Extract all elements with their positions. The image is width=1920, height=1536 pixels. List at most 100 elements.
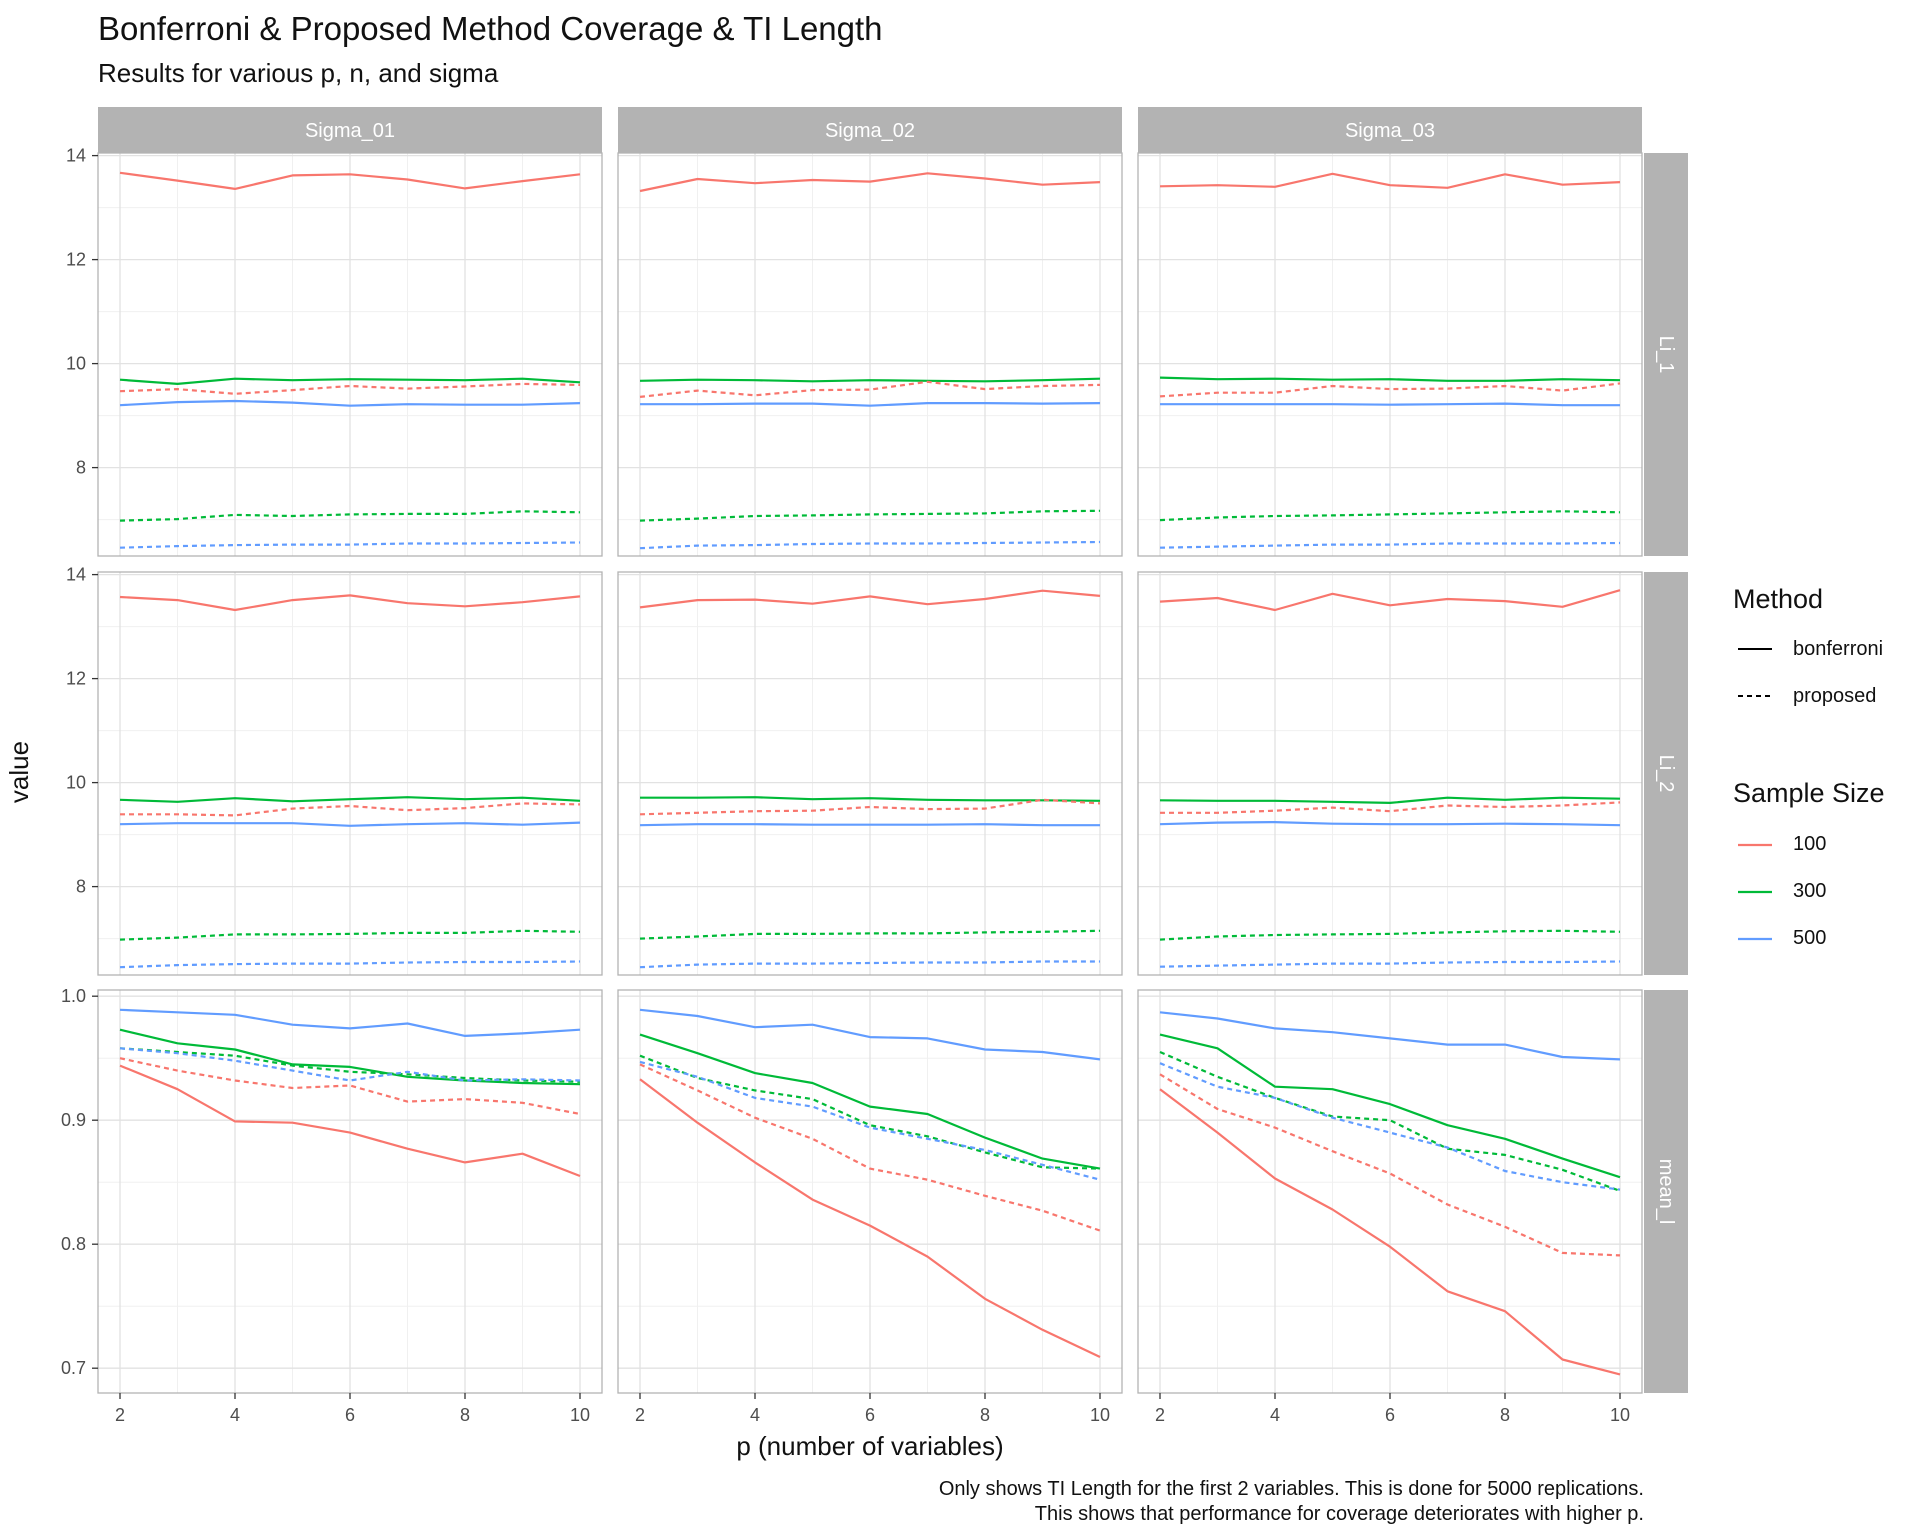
series-line-Li_2-Sigma_03-300-bonferroni xyxy=(1159,796,1621,805)
y-tick-label: 8 xyxy=(76,458,86,478)
x-tick-label: 10 xyxy=(1090,1405,1110,1425)
x-tick-label: 4 xyxy=(1270,1405,1280,1425)
series-line-Li_2-Sigma_03-500-proposed xyxy=(1159,960,1621,968)
x-tick-label: 10 xyxy=(570,1405,590,1425)
y-tick-label: 0.7 xyxy=(61,1358,86,1378)
series-line-Li_1-Sigma_01-300-proposed xyxy=(119,510,581,522)
y-axis-title: value xyxy=(4,741,34,803)
y-tick-label: 14 xyxy=(66,146,86,166)
series-line-mean_l-Sigma_01-500-bonferroni xyxy=(119,1008,581,1038)
series-line-Li_1-Sigma_02-500-bonferroni xyxy=(640,402,1101,407)
series-line-Li_1-Sigma_02-500-proposed xyxy=(639,540,1101,550)
x-tick-label: 4 xyxy=(750,1405,760,1425)
legend-label-bonferroni: bonferroni xyxy=(1793,638,1884,660)
series-line-Li_2-Sigma_02-500-bonferroni xyxy=(639,823,1100,827)
series-line-Li_1-Sigma_01-300-bonferroni xyxy=(119,377,581,385)
series-line-Li_2-Sigma_03-100-proposed xyxy=(1160,801,1621,814)
panel-border xyxy=(97,571,603,976)
series-line-Li_1-Sigma_03-500-bonferroni xyxy=(1160,402,1620,407)
facet-strip-Sigma_01 xyxy=(98,107,602,153)
series-line-mean_l-Sigma_03-300-bonferroni xyxy=(1159,1033,1621,1179)
legend-label-proposed: proposed xyxy=(1793,685,1877,707)
series-line-mean_l-Sigma_01-300-bonferroni xyxy=(119,1028,581,1086)
y-tick-label: 10 xyxy=(66,773,86,793)
series-line-Li_1-Sigma_03-300-proposed xyxy=(1159,510,1621,522)
series-line-Li_2-Sigma_02-100-bonferroni xyxy=(639,589,1101,609)
series-line-mean_l-Sigma_02-500-bonferroni xyxy=(639,1008,1101,1061)
chart-title: Bonferroni & Proposed Method Coverage & … xyxy=(98,10,883,47)
series-line-mean_l-Sigma_02-100-proposed xyxy=(639,1063,1101,1232)
series-line-Li_1-Sigma_02-100-bonferroni xyxy=(639,172,1101,193)
x-tick-label: 10 xyxy=(1610,1405,1630,1425)
series-line-mean_l-Sigma_02-300-bonferroni xyxy=(639,1033,1101,1170)
x-tick-label: 4 xyxy=(230,1405,240,1425)
series-line-Li_2-Sigma_03-100-bonferroni xyxy=(1159,589,1621,612)
facet-strip-mean_l xyxy=(1644,990,1688,1393)
panel-border xyxy=(1137,571,1643,976)
legend-size-title: Sample Size xyxy=(1733,778,1885,808)
series-line-Li_2-Sigma_02-500-proposed xyxy=(639,960,1100,969)
series-line-mean_l-Sigma_03-500-proposed xyxy=(1159,1062,1621,1191)
facet-strip-Li_1 xyxy=(1644,153,1688,556)
y-tick-label: 12 xyxy=(66,250,86,270)
series-line-Li_2-Sigma_03-300-proposed xyxy=(1159,929,1621,941)
series-line-Li_2-Sigma_02-300-proposed xyxy=(639,929,1101,940)
series-line-Li_2-Sigma_01-500-proposed xyxy=(119,960,581,969)
series-line-mean_l-Sigma_01-100-bonferroni xyxy=(119,1064,581,1178)
caption-line-1: Only shows TI Length for the first 2 var… xyxy=(938,1478,1644,1500)
chart-subtitle: Results for various p, n, and sigma xyxy=(98,58,499,88)
y-tick-label: 14 xyxy=(66,565,86,585)
series-line-mean_l-Sigma_01-300-proposed xyxy=(119,1047,581,1083)
series-line-Li_2-Sigma_01-100-bonferroni xyxy=(119,594,581,612)
series-line-Li_2-Sigma_02-100-proposed xyxy=(639,798,1101,816)
x-tick-label: 8 xyxy=(980,1405,990,1425)
series-line-Li_1-Sigma_03-500-proposed xyxy=(1159,541,1621,549)
legend-label-100: 100 xyxy=(1793,833,1827,855)
series-line-Li_1-Sigma_01-100-proposed xyxy=(119,382,581,395)
x-tick-label: 8 xyxy=(1500,1405,1510,1425)
series-line-mean_l-Sigma_03-100-bonferroni xyxy=(1159,1088,1621,1376)
x-tick-label: 8 xyxy=(460,1405,470,1425)
series-line-mean_l-Sigma_03-300-proposed xyxy=(1159,1050,1621,1192)
y-tick-label: 8 xyxy=(76,877,86,897)
y-tick-label: 0.9 xyxy=(61,1110,86,1130)
x-tick-label: 2 xyxy=(1155,1405,1165,1425)
series-line-Li_1-Sigma_03-100-proposed xyxy=(1159,382,1621,398)
series-line-mean_l-Sigma_03-500-bonferroni xyxy=(1159,1011,1621,1061)
y-tick-label: 10 xyxy=(66,354,86,374)
series-line-Li_2-Sigma_02-300-bonferroni xyxy=(640,796,1101,802)
series-line-mean_l-Sigma_01-500-proposed xyxy=(119,1047,581,1082)
series-line-mean_l-Sigma_02-500-proposed xyxy=(639,1060,1101,1181)
y-tick-label: 1.0 xyxy=(61,986,86,1006)
facet-label-Li_2: Li_2 xyxy=(1655,755,1677,793)
x-tick-label: 6 xyxy=(345,1405,355,1425)
facet-strip-Sigma_03 xyxy=(1138,107,1642,153)
facet-label-Sigma_03: Sigma_03 xyxy=(1345,120,1435,142)
x-tick-label: 6 xyxy=(865,1405,875,1425)
caption-line-2: This shows that performance for coverage… xyxy=(1034,1503,1644,1525)
series-line-Li_2-Sigma_01-500-bonferroni xyxy=(119,821,581,827)
series-line-mean_l-Sigma_01-100-proposed xyxy=(119,1057,581,1116)
series-line-Li_2-Sigma_03-500-bonferroni xyxy=(1159,820,1621,827)
panel-border xyxy=(617,571,1123,976)
series-line-Li_2-Sigma_01-100-proposed xyxy=(120,802,581,817)
facet-strip-Sigma_02 xyxy=(618,107,1122,153)
series-line-Li_1-Sigma_03-100-bonferroni xyxy=(1159,172,1621,189)
legend-label-500: 500 xyxy=(1793,927,1827,949)
series-line-mean_l-Sigma_02-300-proposed xyxy=(639,1054,1101,1170)
facet-label-mean_l: mean_l xyxy=(1655,1159,1677,1225)
legend-method-title: Method xyxy=(1733,584,1824,614)
facet-label-Li_1: Li_1 xyxy=(1655,336,1677,374)
facet-strip-Li_2 xyxy=(1644,572,1688,975)
series-line-Li_1-Sigma_01-500-bonferroni xyxy=(119,399,581,407)
y-tick-label: 0.8 xyxy=(61,1234,86,1254)
x-tick-label: 6 xyxy=(1385,1405,1395,1425)
series-line-mean_l-Sigma_02-100-bonferroni xyxy=(639,1078,1101,1358)
legend-label-300: 300 xyxy=(1793,880,1827,902)
series-line-Li_1-Sigma_01-500-proposed xyxy=(119,541,581,549)
facet-label-Sigma_02: Sigma_02 xyxy=(825,120,915,142)
x-axis-title: p (number of variables) xyxy=(736,1431,1003,1461)
series-line-Li_1-Sigma_03-300-bonferroni xyxy=(1159,376,1621,382)
series-line-Li_1-Sigma_01-100-bonferroni xyxy=(119,171,581,190)
